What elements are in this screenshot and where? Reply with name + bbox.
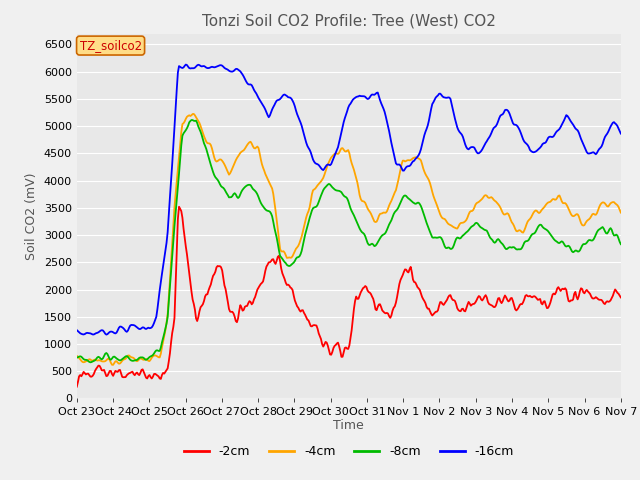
- Legend: -2cm, -4cm, -8cm, -16cm: -2cm, -4cm, -8cm, -16cm: [179, 440, 519, 463]
- Text: TZ_soilco2: TZ_soilco2: [79, 39, 141, 52]
- Title: Tonzi Soil CO2 Profile: Tree (West) CO2: Tonzi Soil CO2 Profile: Tree (West) CO2: [202, 13, 496, 28]
- X-axis label: Time: Time: [333, 419, 364, 432]
- Y-axis label: Soil CO2 (mV): Soil CO2 (mV): [25, 172, 38, 260]
